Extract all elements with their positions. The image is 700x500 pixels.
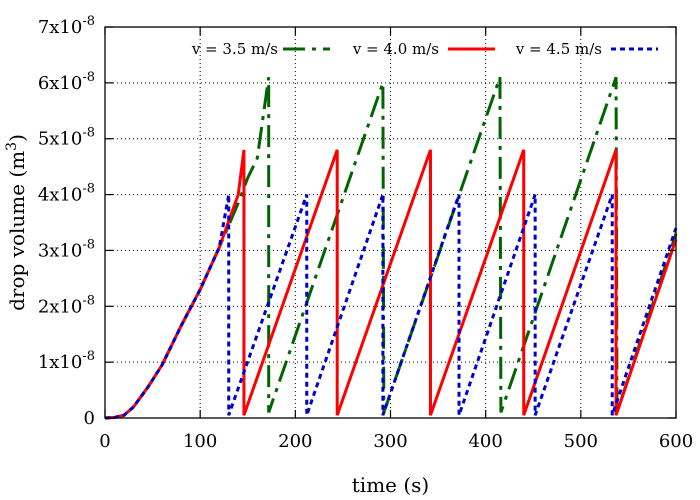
y-axis-title-sup: 3 [4, 142, 20, 151]
x-tick-label: 300 [373, 431, 407, 452]
y-tick-label: 2x10-8 [38, 293, 95, 317]
legend-label-1: v = 3.5 m/s [191, 40, 278, 58]
y-tick-label: 4x10-8 [38, 182, 95, 206]
x-tick-label: 400 [468, 431, 502, 452]
y-tick-label: 0 [84, 408, 95, 429]
y-tick-label: 7x10-8 [38, 14, 95, 38]
x-tick-label: 500 [564, 431, 598, 452]
y-tick-label: 1x10-8 [38, 349, 95, 373]
legend-label-2: v = 4.0 m/s [352, 40, 439, 58]
x-tick-label: 100 [183, 431, 217, 452]
y-axis-title-prefix: drop volume (m [5, 151, 29, 311]
legend-label-3: v = 4.5 m/s [515, 40, 602, 58]
y-tick-label: 5x10-8 [38, 126, 95, 150]
y-axis-title: drop volume (m3) [4, 134, 29, 311]
x-axis-title: time (s) [352, 473, 429, 497]
x-tick-label: 200 [278, 431, 312, 452]
y-tick-label: 6x10-8 [38, 70, 95, 94]
x-tick-label: 0 [99, 431, 110, 452]
y-axis-title-suffix: ) [5, 134, 29, 142]
x-tick-label: 600 [659, 431, 693, 452]
series-line-3 [104, 194, 678, 420]
y-tick-label: 3x10-8 [38, 237, 95, 261]
